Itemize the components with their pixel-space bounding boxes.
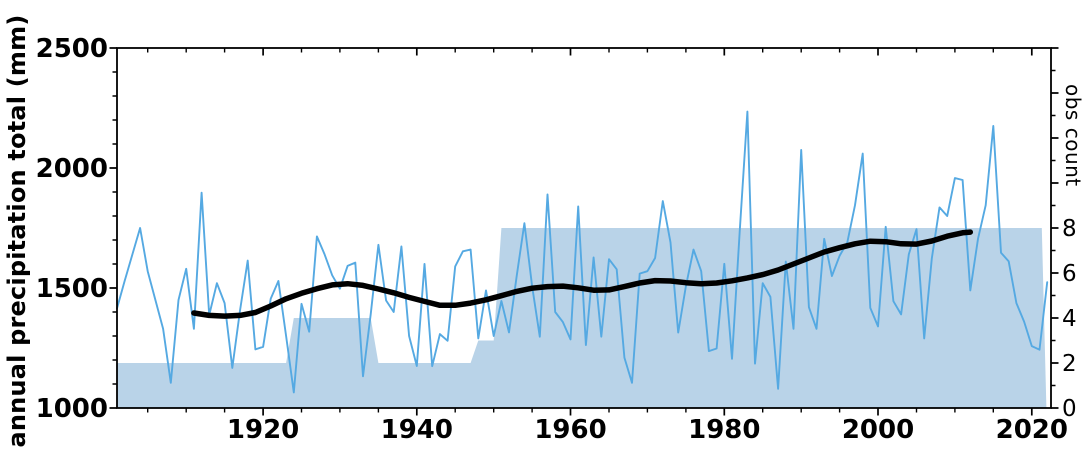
left-y-tick-label: 2000 (36, 154, 108, 184)
minor-ticks (112, 48, 1056, 413)
right-y-tick-label: 4 (1062, 306, 1077, 332)
obs-count-area (117, 228, 1047, 408)
precipitation-line (116, 110, 1049, 394)
axes-frame (116, 47, 1052, 409)
x-tick-label: 1940 (381, 415, 453, 445)
x-tick-label: 1980 (688, 415, 760, 445)
x-tick-label: 1920 (227, 415, 299, 445)
left-y-tick-label: 1000 (36, 394, 108, 424)
left-y-tick-label: 2500 (36, 34, 108, 64)
left-y-tick-label: 1500 (36, 274, 108, 304)
x-tick-label: 2000 (842, 415, 914, 445)
x-tick-label: 1960 (534, 415, 606, 445)
right-y-tick-label: 0 (1062, 396, 1077, 422)
major-ticks (109, 47, 1059, 416)
x-tick-label: 2020 (996, 415, 1068, 445)
right-y-tick-label: 6 (1062, 261, 1077, 287)
smoothed-trend-line (191, 229, 974, 319)
y-axis-label-right: obs count (1061, 84, 1085, 187)
right-y-tick-label: 8 (1062, 216, 1077, 242)
right-y-tick-label: 2 (1062, 351, 1077, 377)
y-axis-label-left: annual precipitation total (mm) (3, 14, 31, 448)
